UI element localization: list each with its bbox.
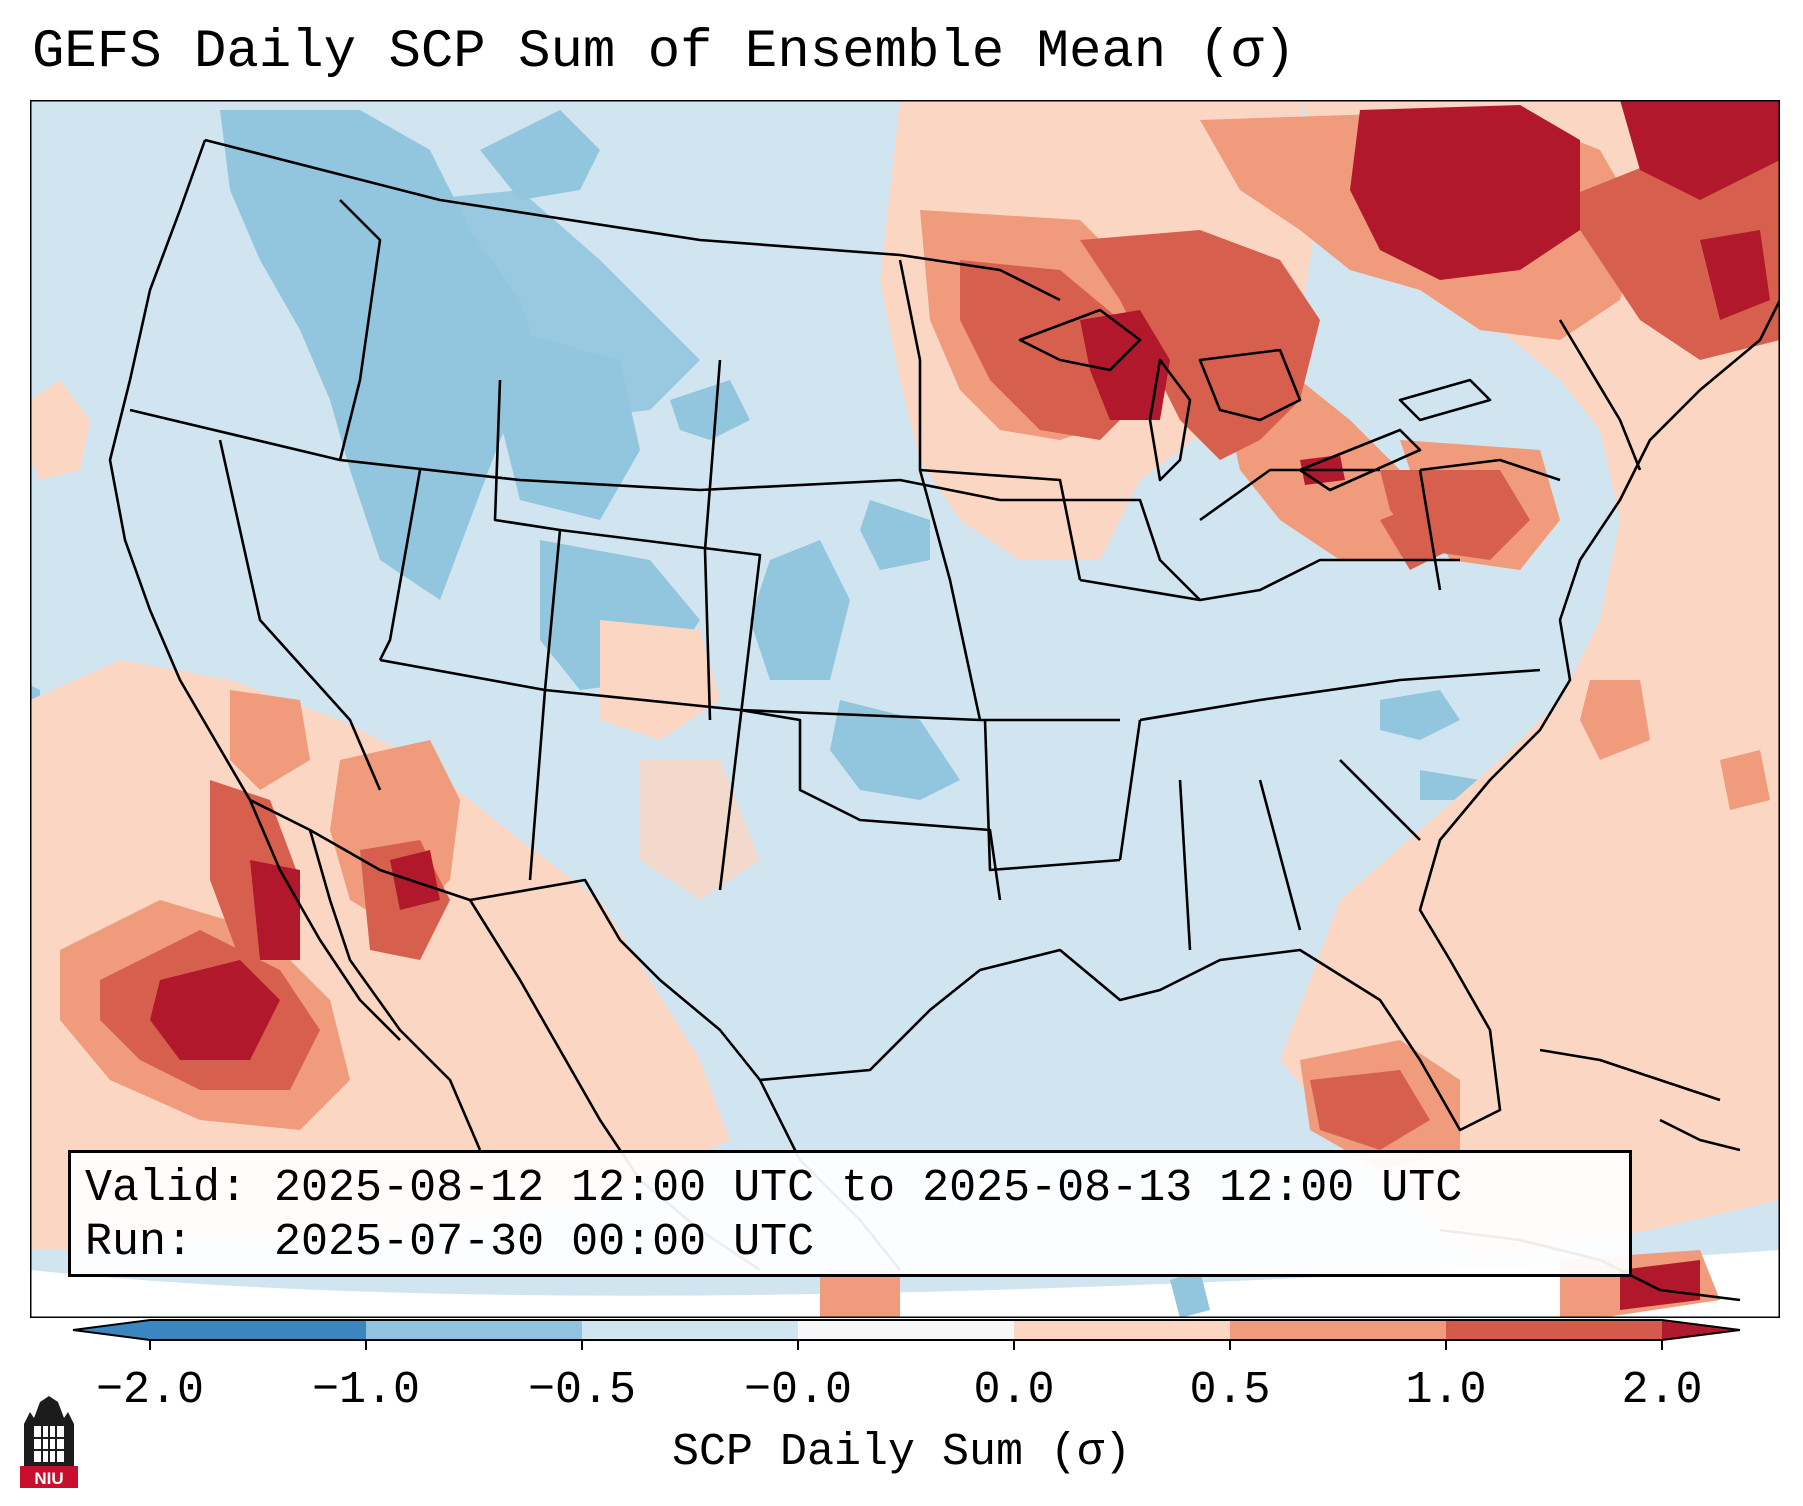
colorbar-segment-2 [366,1320,582,1340]
niu-logo-icon: NIU [20,1396,78,1488]
run-value: 2025-07-30 00:00 UTC [274,1217,815,1268]
colorbar-tick-label: −0.0 [743,1365,853,1416]
colorbar-extend-low [73,1320,150,1340]
colorbar [72,1319,1741,1350]
run-label: Run: [85,1217,194,1268]
colorbar-segment-4 [798,1320,1014,1340]
page-title: GEFS Daily SCP Sum of Ensemble Mean (σ) [32,22,1296,83]
colorbar-tick-label: 0.5 [1189,1365,1271,1416]
colorbar-segment-1 [150,1320,366,1340]
colorbar-segment-6 [1230,1320,1446,1340]
colorbar-segment-3 [582,1320,798,1340]
very-strong-positive-regions [150,100,1780,1310]
domain-edge [30,1250,1780,1318]
colorbar-segment-5 [1014,1320,1230,1340]
run-row: Run: 2025-07-30 00:00 UTC [85,1217,814,1268]
colorbar-tick-label: −0.5 [527,1365,637,1416]
valid-value: 2025-08-12 12:00 UTC to 2025-08-13 12:00… [274,1163,1463,1214]
info-box: Valid: 2025-08-12 12:00 UTC to 2025-08-1… [68,1150,1632,1277]
valid-row: Valid: 2025-08-12 12:00 UTC to 2025-08-1… [85,1163,1462,1214]
state-borders [108,138,1780,1302]
colorbar-tick-label: −1.0 [311,1365,421,1416]
colorbar-segment-7 [1446,1320,1662,1340]
valid-label: Valid: [85,1163,248,1214]
colorbar-label: SCP Daily Sum (σ) [671,1427,1132,1478]
colorbar-tick-label: 2.0 [1621,1365,1703,1416]
colorbar-tick-label: −2.0 [95,1365,205,1416]
logo-text: NIU [34,1469,63,1488]
colorbar-tick-label: 1.0 [1405,1365,1487,1416]
colorbar-ticks [149,1340,1663,1350]
colorbar-extend-high [1662,1320,1740,1340]
colorbar-tick-label: 0.0 [973,1365,1055,1416]
